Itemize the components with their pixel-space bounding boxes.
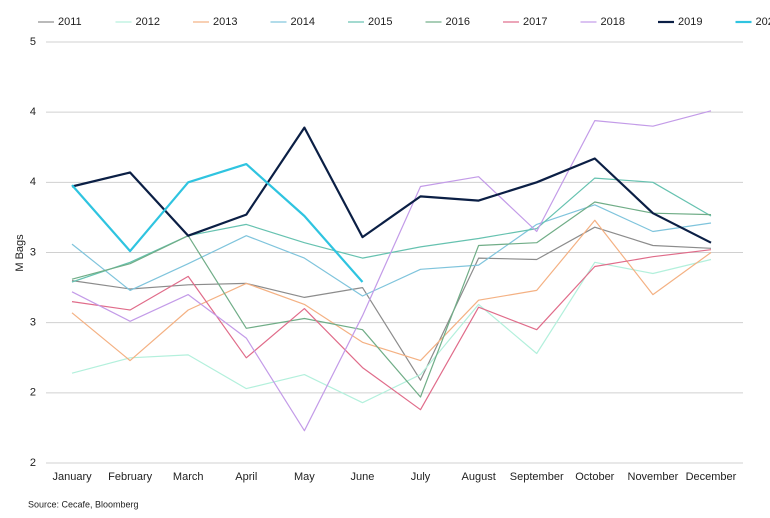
x-tick-label: February [108, 471, 153, 483]
series-line [71, 258, 712, 404]
y-tick-label: 2 [30, 457, 36, 469]
legend-label: 2019 [678, 16, 702, 28]
legend-label: 2013 [213, 16, 237, 28]
legend-label: 2016 [446, 16, 470, 28]
series-line [71, 126, 712, 244]
y-tick-label: 2 [30, 387, 36, 399]
x-tick-label: June [351, 471, 375, 483]
series-line [71, 226, 712, 381]
y-tick-label: 4 [30, 106, 36, 118]
x-tick-label: November [628, 471, 679, 483]
series-line [71, 163, 364, 283]
x-tick-label: May [294, 471, 315, 483]
x-tick-label: August [462, 471, 496, 483]
legend-label: 2020 [756, 16, 770, 28]
legend-label: 2017 [523, 16, 547, 28]
x-tick-label: March [173, 471, 204, 483]
y-tick-label: 5 [30, 36, 36, 48]
series-line [71, 204, 712, 297]
legend-label: 2011 [58, 16, 82, 28]
y-tick-label: 3 [30, 317, 36, 329]
legend-label: 2018 [601, 16, 625, 28]
x-tick-label: December [686, 471, 737, 483]
x-tick-label: September [510, 471, 564, 483]
legend-label: 2012 [136, 16, 160, 28]
source-note: Source: Cecafe, Bloomberg [28, 499, 139, 509]
series-line [71, 110, 712, 432]
y-tick-label: 4 [30, 176, 36, 188]
legend-label: 2015 [368, 16, 392, 28]
x-tick-label: October [575, 471, 614, 483]
legend-label: 2014 [291, 16, 315, 28]
y-tick-label: 3 [30, 246, 36, 258]
series-line [71, 249, 712, 411]
y-axis-label: M Bags [14, 234, 26, 272]
series-line [71, 201, 712, 398]
x-tick-label: April [235, 471, 257, 483]
series-line [71, 219, 712, 362]
x-tick-label: July [411, 471, 431, 483]
x-tick-label: January [52, 471, 92, 483]
